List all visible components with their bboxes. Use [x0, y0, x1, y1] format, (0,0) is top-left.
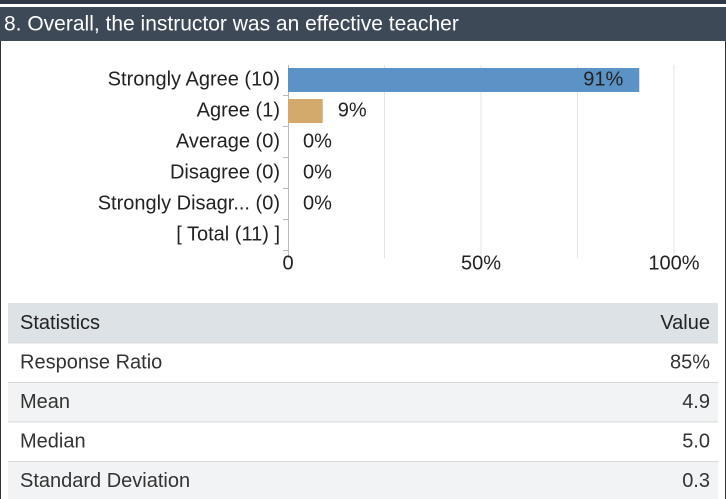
x-tick-label: 0: [282, 252, 293, 274]
table-cell: 85%: [670, 352, 710, 374]
value-label: 0%: [303, 161, 332, 183]
table-row-bg: [8, 461, 718, 499]
category-label: Strongly Disagr... (0): [98, 192, 280, 214]
table-header-cell: Statistics: [20, 312, 100, 334]
header-title: 8. Overall, the instructor was an effect…: [4, 13, 459, 36]
x-tick-label: 50%: [461, 252, 501, 274]
table-cell: Standard Deviation: [20, 470, 190, 492]
table-cell: 4.9: [682, 391, 710, 413]
table-row-bg: [8, 342, 718, 382]
category-label: Strongly Agree (10): [108, 68, 280, 90]
table-cell: 5.0: [682, 431, 710, 453]
table-cell: Mean: [20, 391, 70, 413]
x-tick-label: 100%: [648, 252, 699, 274]
value-label: 0%: [303, 192, 332, 214]
table-header-bg: [8, 303, 718, 343]
bar: [288, 68, 640, 92]
table-cell: Response Ratio: [20, 352, 162, 374]
table-header-cell: Value: [660, 312, 710, 334]
value-label: 0%: [303, 130, 332, 152]
table-row-bg: [8, 421, 718, 461]
bar: [288, 99, 323, 123]
value-label: 9%: [338, 99, 367, 121]
table-cell: 0.3: [682, 470, 710, 492]
top-strip: [0, 0, 726, 4]
value-label: 91%: [583, 68, 623, 90]
header-bar: [0, 7, 726, 41]
category-label: Average (0): [176, 130, 280, 152]
category-label: Disagree (0): [170, 161, 280, 183]
table-row-bg: [8, 382, 718, 422]
category-label: Agree (1): [197, 99, 280, 121]
table-cell: Median: [20, 431, 86, 453]
category-label: [ Total (11) ]: [176, 223, 280, 245]
